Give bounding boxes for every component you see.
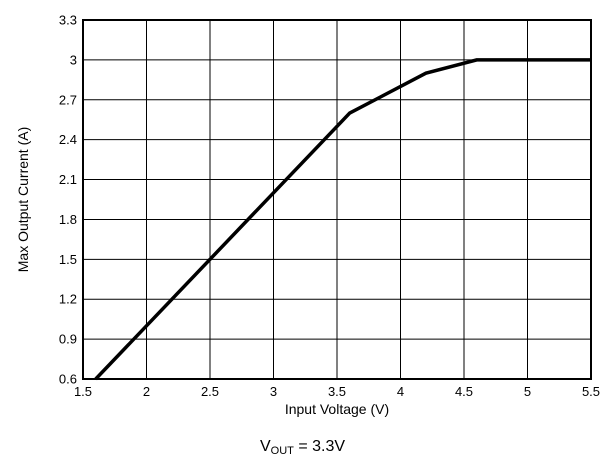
y-tick-label: 2.7 xyxy=(59,92,77,107)
y-tick-labels: 0.6 0.9 1.2 1.5 1.8 2.1 2.4 2.7 3 3.3 xyxy=(59,13,77,387)
x-axis-label: Input Voltage (V) xyxy=(285,401,389,417)
y-tick-label: 0.9 xyxy=(59,332,77,347)
x-tick-labels: 1.5 2 2.5 3 3.5 4 4.5 5 5.5 xyxy=(74,384,600,399)
series-line xyxy=(94,58,591,381)
grid xyxy=(82,19,592,380)
x-tick-label: 3 xyxy=(270,384,277,399)
chart-caption: VOUT = 3.3V xyxy=(0,438,605,457)
x-tick-label: 5.5 xyxy=(582,384,600,399)
y-axis-label: Max Output Current (A) xyxy=(15,127,31,273)
caption-main: V xyxy=(259,438,271,455)
x-tick-label: 2 xyxy=(143,384,150,399)
y-tick-label: 3.3 xyxy=(59,13,77,28)
y-tick-label: 1.2 xyxy=(59,292,77,307)
x-tick-label: 4.5 xyxy=(455,384,473,399)
x-tick-label: 1.5 xyxy=(74,384,92,399)
y-tick-label: 1.8 xyxy=(59,212,77,227)
y-tick-label: 0.6 xyxy=(59,372,77,387)
x-tick-label: 2.5 xyxy=(201,384,219,399)
plot-frame xyxy=(82,19,592,380)
x-tick-label: 3.5 xyxy=(328,384,346,399)
y-tick-label: 2.1 xyxy=(59,172,77,187)
y-tick-label: 2.4 xyxy=(59,132,77,147)
x-tick-label: 4 xyxy=(397,384,404,399)
series-group xyxy=(94,58,591,381)
y-tick-label: 3 xyxy=(70,52,77,67)
caption-rest: = 3.3V xyxy=(293,438,346,455)
caption-subscript: OUT xyxy=(270,445,294,457)
y-tick-label: 1.5 xyxy=(59,252,77,267)
x-tick-label: 5 xyxy=(524,384,531,399)
